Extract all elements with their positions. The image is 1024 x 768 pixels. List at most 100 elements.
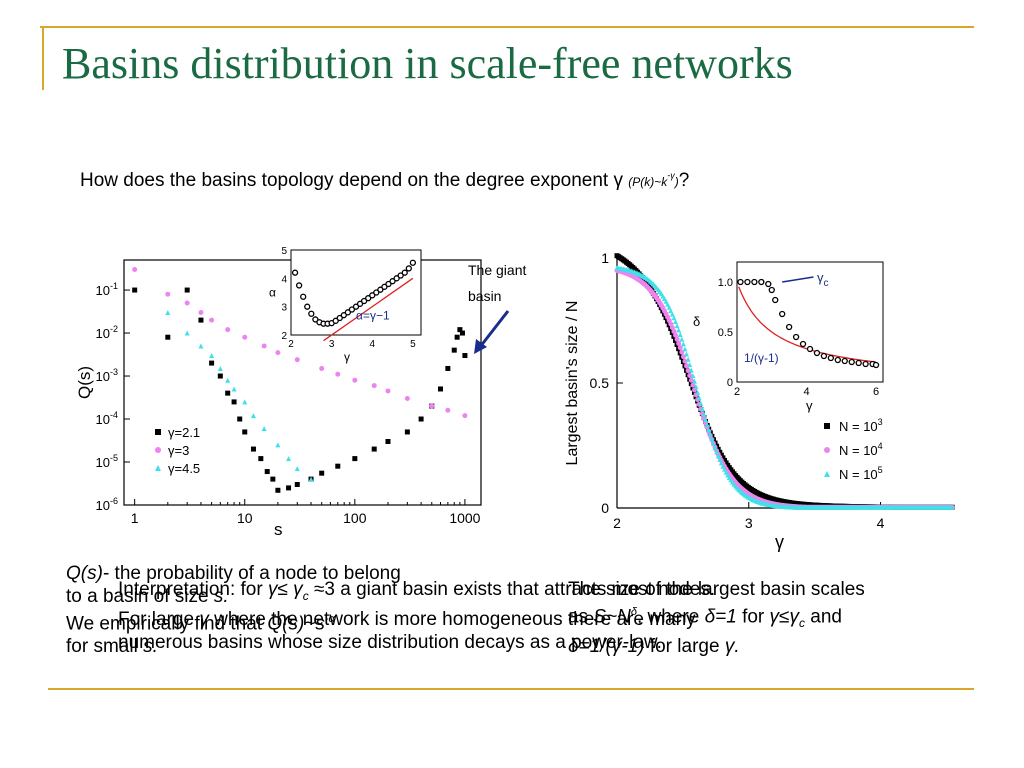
data-point [237, 416, 243, 422]
inset-data-point [291, 269, 299, 276]
data-point [198, 343, 204, 349]
data-point [231, 386, 237, 392]
question-mark: ? [678, 170, 690, 191]
data-point [677, 345, 683, 351]
data-point [698, 400, 704, 406]
inset-data-point [312, 316, 319, 323]
data-point [666, 304, 672, 310]
y-tick-label: 10-1 [96, 281, 118, 298]
legend-label: γ=3 [168, 443, 189, 458]
inset-data-point [393, 275, 400, 282]
inset-data-point [765, 280, 772, 288]
inset-data-point [385, 280, 392, 288]
x-tick-label: 3 [745, 515, 753, 531]
data-point [704, 422, 710, 428]
annotation-line2: basin [468, 288, 501, 304]
data-point [715, 453, 721, 459]
inset-fit-line [323, 277, 414, 342]
left-inset-alpha-vs-gamma: 2 3 4 5 2 3 4 5 γ α α=γ−1 [269, 246, 422, 364]
data-point [250, 446, 256, 452]
inset-data-point [799, 340, 807, 348]
data-point [709, 436, 715, 442]
data-point [699, 406, 705, 412]
data-point [319, 365, 325, 371]
right-inset-delta-vs-gamma: 2 4 6 0 0.5 1.0 γ δ γc 1/(γ-1) [693, 261, 884, 413]
inset-data-point [820, 352, 828, 360]
data-point [671, 315, 677, 321]
inset-data-point [373, 289, 380, 296]
legend-marker [824, 423, 830, 429]
data-point [687, 372, 693, 378]
data-point [308, 476, 314, 482]
slide-title: Basins distribution in scale-free networ… [62, 39, 793, 88]
top-rule [40, 26, 974, 28]
inset-x-tick: 2 [288, 339, 294, 350]
basin-size-distribution-chart: 1 10 100 100010-110-210-310-410-510-6sQ(s) … [76, 246, 482, 539]
legend-marker [824, 447, 830, 453]
left-chart-axes: 1 10 100 1000 10-1 10-2 10-3 10-4 10-5 10-6 s Q(s) [76, 259, 482, 539]
inset-data-point [827, 354, 835, 362]
right-chart-marks [614, 253, 955, 510]
data-point [286, 485, 292, 491]
data-point [445, 407, 451, 413]
x-tick-label: 1 [131, 510, 139, 526]
question-line: How does the basins topology depend on t… [80, 170, 689, 192]
inset-x-tick: 4 [803, 386, 809, 398]
legend-marker [155, 465, 161, 471]
question-paren-open: ( [628, 175, 633, 189]
data-point [352, 456, 358, 462]
annotation-arrow-shaft [478, 310, 510, 348]
inset-data-point [295, 282, 303, 289]
inset-data-point [806, 345, 814, 353]
inset-data-point [369, 292, 376, 299]
inset-y-tick: 4 [281, 274, 287, 285]
data-point [690, 385, 696, 391]
data-point [319, 470, 325, 476]
data-point [258, 456, 264, 462]
inset-data-point [768, 286, 775, 294]
inset-data-point [744, 278, 751, 286]
inset-x-tick: 5 [410, 339, 416, 350]
data-point [665, 301, 671, 307]
data-point [225, 377, 231, 383]
inset-x-tick: 3 [329, 339, 335, 350]
data-point [184, 330, 190, 336]
y-axis-label: Q(s) [76, 366, 94, 399]
legend-label: N = 105 [839, 465, 883, 482]
data-point [445, 365, 451, 371]
inset-data-point [332, 317, 339, 324]
inset-y-label: δ [693, 314, 700, 329]
data-point [242, 399, 248, 405]
data-point [198, 310, 204, 316]
inset-x-tick: 6 [873, 386, 879, 398]
x-tick-label: 10 [237, 510, 253, 526]
inset-data-point [304, 303, 311, 310]
y-tick-label: 10-2 [96, 324, 118, 341]
inset-data-point [785, 323, 793, 331]
data-point [217, 373, 223, 379]
legend-marker [155, 429, 161, 435]
giant-basin-annotation: The giant basin [468, 262, 526, 354]
inset-data-point [381, 283, 388, 290]
data-point [671, 328, 677, 334]
x-tick-label: 100 [343, 510, 367, 526]
inset-gamma-c-label: γc [817, 270, 829, 289]
inset-data-point [352, 303, 360, 310]
inset-y-tick: 1.0 [718, 277, 733, 289]
inset-data-point [855, 359, 862, 367]
inset-data-point [872, 361, 880, 369]
inset-data-point [813, 349, 821, 357]
data-point [457, 327, 463, 333]
data-point [706, 427, 712, 433]
data-point [676, 340, 682, 346]
data-point [673, 319, 679, 325]
inset-data-point [365, 295, 372, 302]
right-description: The size of the largest basin scales as … [568, 579, 865, 658]
inset-data-point [758, 278, 765, 286]
x-axis-label: γ [775, 532, 784, 552]
data-point [677, 331, 683, 337]
data-point [718, 460, 724, 466]
inset-data-point [356, 300, 364, 307]
data-point [451, 347, 457, 353]
y-tick-label: 10-3 [96, 367, 118, 384]
